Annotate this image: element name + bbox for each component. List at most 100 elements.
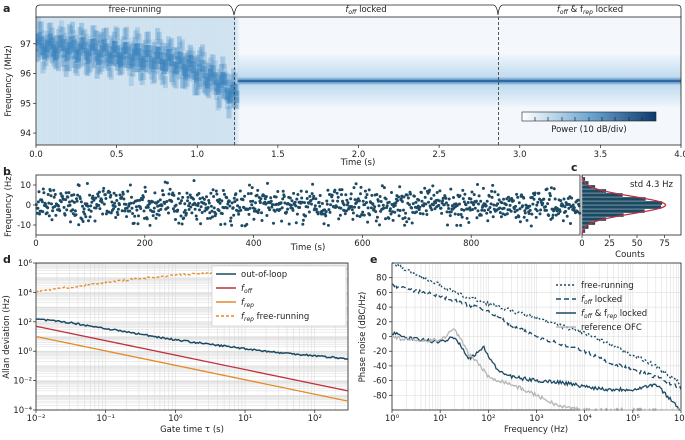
scatter-point	[477, 202, 480, 206]
histogram-bar	[581, 204, 662, 210]
scatter-point	[542, 197, 546, 201]
scatter-point	[179, 214, 183, 218]
x-tick-label: 1.5	[271, 150, 285, 160]
free-running-trace	[220, 56, 226, 69]
free-running-trace	[162, 76, 168, 89]
scatter-point	[517, 215, 521, 219]
scatter-point	[450, 204, 454, 208]
free-running-haze	[57, 17, 63, 145]
free-running-trace	[201, 51, 207, 64]
free-running-haze	[209, 17, 215, 145]
scatter-point	[505, 212, 509, 216]
x-tick-label: 50	[632, 239, 643, 249]
free-running-trace	[234, 97, 240, 110]
scatter-point	[87, 208, 91, 212]
scatter-point	[420, 199, 424, 203]
scatter-point	[58, 209, 62, 213]
scatter-point	[158, 198, 162, 202]
scatter-point	[313, 204, 317, 208]
scatter-point	[485, 199, 489, 203]
scatter-point	[546, 202, 550, 206]
scatter-point	[207, 201, 211, 205]
scatter-point	[529, 224, 533, 228]
scatter-point	[250, 203, 254, 207]
scatter-point	[300, 200, 304, 204]
free-running-trace	[83, 33, 89, 46]
free-running-trace	[221, 73, 227, 86]
free-running-trace	[93, 42, 99, 55]
free-running-trace	[170, 73, 176, 86]
free-running-trace	[71, 30, 77, 43]
scatter-point	[488, 206, 492, 209]
scatter-point	[381, 203, 385, 207]
scatter-point	[86, 204, 90, 208]
scatter-point	[371, 202, 375, 206]
free-running-trace	[215, 83, 221, 96]
x-tick-label: 10²	[481, 414, 495, 424]
free-running-haze	[79, 17, 85, 145]
scatter-point	[177, 191, 181, 195]
panel-c: c std 4.3 Hz 0 25 50 75 Counts	[571, 161, 682, 260]
scatter-point	[518, 207, 522, 211]
scatter-point	[156, 200, 160, 204]
free-running-trace	[55, 59, 61, 72]
scatter-point	[220, 199, 224, 203]
scatter-point	[340, 193, 343, 197]
scatter-point	[317, 200, 321, 204]
scatter-point	[45, 211, 49, 215]
scatter-point	[301, 218, 305, 222]
free-running-haze	[189, 17, 195, 145]
scatter-point	[188, 193, 192, 197]
scatter-point	[237, 212, 241, 216]
free-running-trace	[94, 31, 100, 44]
scatter-point	[528, 208, 532, 212]
scatter-point	[468, 206, 472, 210]
free-running-trace	[212, 72, 218, 85]
free-running-haze	[40, 17, 46, 145]
free-running-trace	[79, 37, 85, 50]
free-running-trace	[97, 62, 103, 75]
series-f-rep	[35, 335, 349, 402]
free-running-trace	[85, 41, 91, 54]
scatter-point	[365, 201, 368, 204]
scatter-point	[282, 195, 286, 198]
x-tick-label: 400	[245, 239, 261, 249]
scatter-point	[47, 214, 51, 218]
scatter-point	[486, 219, 490, 223]
scatter-point	[481, 186, 485, 190]
scatter-point	[539, 208, 543, 212]
free-running-trace	[173, 76, 179, 89]
legend-e: free-running foff locked foff & frep loc…	[556, 281, 647, 333]
y-tick-label: -80	[373, 391, 387, 401]
y-tick-label: 0	[382, 333, 387, 343]
scatter-point	[518, 220, 522, 224]
scatter-point	[458, 202, 461, 206]
scatter-point	[89, 204, 93, 208]
scatter-point	[407, 217, 411, 221]
free-running-trace	[51, 35, 57, 48]
scatter-point	[190, 211, 194, 215]
free-running-trace	[68, 46, 74, 59]
gaussian-fit-curve	[581, 174, 667, 236]
scatter-point	[415, 210, 418, 214]
free-running-trace	[124, 55, 130, 68]
free-running-trace	[161, 52, 167, 65]
free-running-trace	[221, 87, 227, 100]
y-tick-label: 10⁻⁴	[13, 406, 32, 416]
free-running-trace	[105, 50, 111, 63]
series-f-off-locked	[391, 282, 682, 390]
scatter-point	[565, 214, 569, 218]
scatter-point	[311, 182, 315, 186]
free-running-haze	[155, 17, 161, 145]
scatter-point	[424, 209, 428, 213]
scatter-point	[385, 204, 389, 208]
free-running-trace	[167, 39, 173, 52]
free-running-trace	[113, 53, 119, 66]
scatter-point	[114, 216, 118, 219]
free-running-trace	[131, 60, 137, 73]
free-running-trace	[229, 91, 235, 104]
scatter-point	[230, 201, 234, 205]
free-running-trace	[42, 35, 48, 48]
scatter-point	[412, 194, 416, 198]
free-running-trace	[209, 54, 215, 67]
